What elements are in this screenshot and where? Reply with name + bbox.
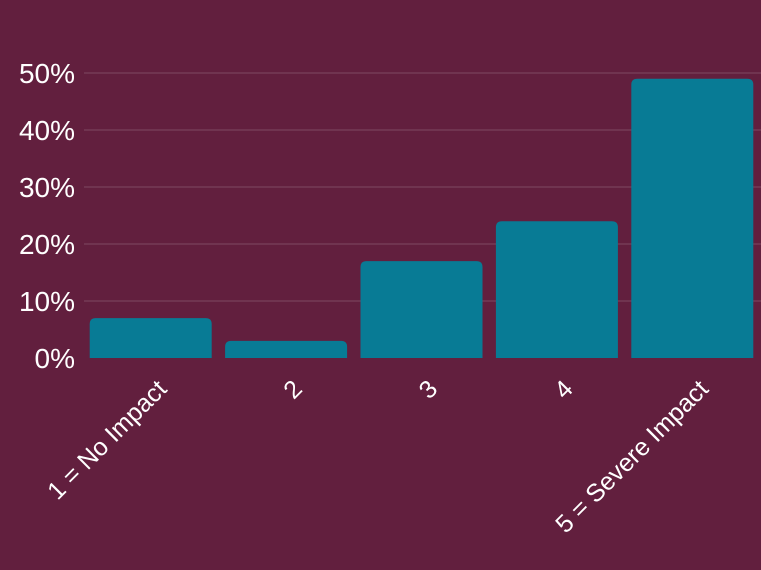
y-tick-label: 50% (19, 58, 75, 89)
x-category-label: 5 = Severe Impact (550, 375, 714, 539)
bars (89, 78, 754, 358)
x-category-label: 3 (414, 375, 444, 405)
y-tick-label: 30% (19, 172, 75, 203)
bar-1 (89, 318, 212, 358)
y-axis-ticks: 0% 10% 20% 30% 40% 50% (19, 58, 75, 374)
y-tick-label: 40% (19, 115, 75, 146)
x-axis-labels: 1 = No Impact 2 3 45 = Severe Impact (42, 375, 714, 539)
bar-3 (360, 261, 483, 358)
y-tick-label: 10% (19, 286, 75, 317)
x-category-label: 4 (549, 375, 579, 405)
y-tick-label: 0% (35, 343, 75, 374)
bar-2 (225, 340, 348, 358)
y-tick-label: 20% (19, 229, 75, 260)
x-category-label: 1 = No Impact (42, 375, 172, 505)
bar-4 (495, 221, 618, 358)
bar-5 (631, 78, 754, 358)
x-category-label: 2 (278, 375, 308, 405)
